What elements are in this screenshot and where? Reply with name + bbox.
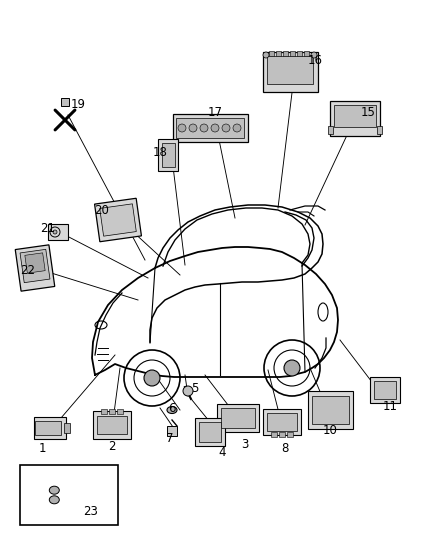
Bar bbox=[217, 404, 259, 432]
Bar bbox=[34, 417, 66, 439]
Circle shape bbox=[233, 124, 241, 132]
Circle shape bbox=[144, 370, 160, 386]
Bar bbox=[374, 381, 396, 399]
Bar bbox=[269, 51, 274, 56]
Bar bbox=[93, 411, 131, 439]
Ellipse shape bbox=[49, 486, 59, 494]
Bar bbox=[25, 253, 45, 273]
Circle shape bbox=[183, 386, 193, 396]
Text: 17: 17 bbox=[208, 106, 223, 118]
Bar bbox=[176, 118, 244, 138]
Bar bbox=[117, 409, 123, 414]
Bar bbox=[162, 143, 174, 167]
Bar bbox=[330, 101, 380, 135]
Bar bbox=[64, 423, 70, 433]
Bar bbox=[95, 198, 141, 242]
Bar bbox=[97, 416, 127, 434]
Text: 6: 6 bbox=[168, 401, 176, 415]
Bar bbox=[100, 204, 136, 236]
Text: 20: 20 bbox=[95, 204, 110, 216]
Bar bbox=[158, 139, 178, 171]
Text: 11: 11 bbox=[382, 400, 398, 414]
Circle shape bbox=[311, 52, 317, 58]
Text: 23: 23 bbox=[83, 505, 98, 518]
Text: 21: 21 bbox=[40, 222, 56, 235]
Bar bbox=[279, 432, 285, 437]
Bar bbox=[195, 418, 225, 446]
Bar bbox=[20, 249, 50, 282]
Ellipse shape bbox=[49, 496, 59, 504]
Text: 22: 22 bbox=[21, 263, 35, 277]
Bar bbox=[262, 52, 318, 92]
Circle shape bbox=[189, 124, 197, 132]
Circle shape bbox=[263, 52, 269, 58]
Bar bbox=[304, 51, 309, 56]
Bar bbox=[287, 432, 293, 437]
Bar bbox=[101, 409, 107, 414]
Bar bbox=[199, 422, 221, 442]
Circle shape bbox=[200, 124, 208, 132]
Text: 15: 15 bbox=[360, 106, 375, 118]
Bar bbox=[263, 409, 301, 435]
Bar bbox=[221, 408, 255, 428]
Bar bbox=[35, 421, 61, 435]
Bar bbox=[48, 224, 68, 240]
Text: 5: 5 bbox=[191, 382, 199, 394]
Text: 2: 2 bbox=[108, 440, 116, 454]
Circle shape bbox=[178, 124, 186, 132]
Bar bbox=[167, 426, 177, 436]
Text: 1: 1 bbox=[38, 441, 46, 455]
Bar bbox=[307, 391, 353, 429]
Bar bbox=[328, 126, 333, 134]
Text: 10: 10 bbox=[322, 424, 337, 437]
Bar bbox=[276, 51, 281, 56]
Text: 18: 18 bbox=[152, 146, 167, 158]
Bar bbox=[109, 409, 115, 414]
Circle shape bbox=[222, 124, 230, 132]
Bar bbox=[370, 377, 400, 403]
Bar bbox=[283, 51, 288, 56]
Text: 3: 3 bbox=[241, 439, 249, 451]
Bar bbox=[297, 51, 302, 56]
Bar bbox=[15, 245, 55, 291]
Text: 16: 16 bbox=[307, 53, 322, 67]
Bar bbox=[20, 465, 118, 525]
Bar bbox=[61, 98, 69, 106]
Bar bbox=[271, 432, 277, 437]
Bar bbox=[334, 105, 376, 127]
Bar bbox=[290, 51, 295, 56]
Bar bbox=[377, 126, 382, 134]
Circle shape bbox=[284, 360, 300, 376]
Circle shape bbox=[53, 230, 57, 234]
Text: 8: 8 bbox=[281, 441, 289, 455]
Text: 19: 19 bbox=[71, 99, 85, 111]
Bar bbox=[311, 396, 349, 424]
Bar bbox=[267, 413, 297, 431]
Text: 4: 4 bbox=[218, 447, 226, 459]
Bar bbox=[267, 56, 313, 84]
Circle shape bbox=[211, 124, 219, 132]
Bar bbox=[173, 114, 247, 142]
Text: 7: 7 bbox=[166, 432, 174, 445]
Ellipse shape bbox=[167, 407, 177, 414]
